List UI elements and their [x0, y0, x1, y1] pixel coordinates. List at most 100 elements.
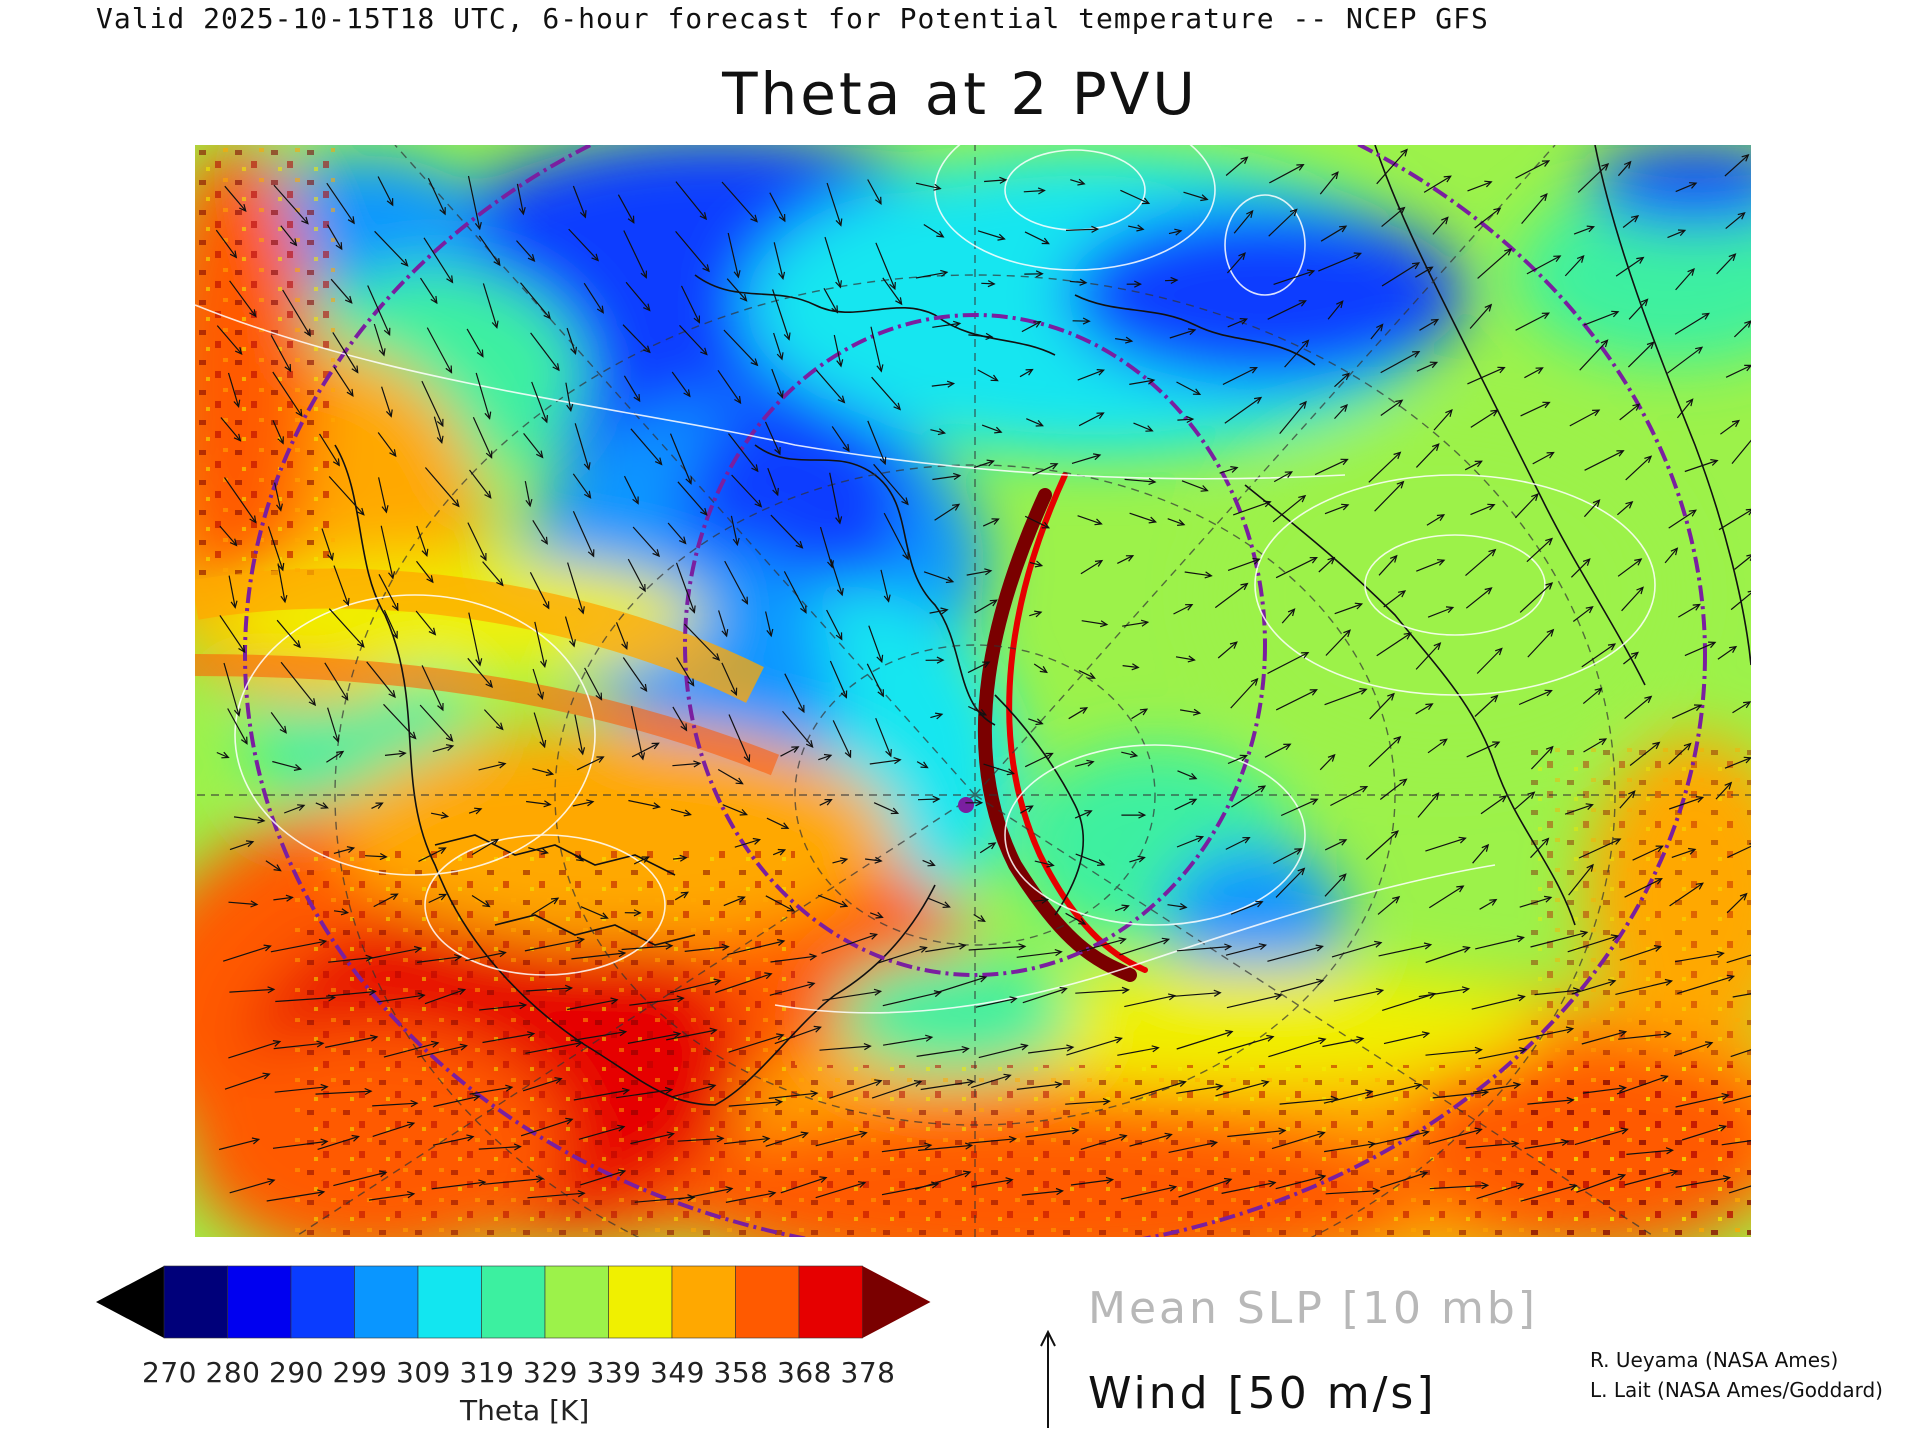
- wind-vector-head: [576, 854, 585, 862]
- wind-vector: [383, 703, 417, 739]
- wind-vector: [1527, 1099, 1574, 1105]
- wind-vector: [522, 1078, 562, 1092]
- wind-vector-head: [1618, 1029, 1628, 1037]
- wind-vector-head: [1693, 704, 1703, 711]
- colorbar-tick-label: 368: [777, 1356, 832, 1389]
- wind-vector-head: [498, 761, 507, 769]
- wind-vector: [1080, 560, 1103, 575]
- wind-vector-head: [1541, 160, 1551, 167]
- wind-vector: [871, 376, 901, 410]
- wind-vector-head: [1582, 558, 1591, 566]
- wind-vector: [1467, 181, 1492, 192]
- wind-vector-head: [774, 1098, 784, 1106]
- wind-vector: [1028, 718, 1043, 725]
- theta-colorbar: [96, 1262, 976, 1346]
- wind-vector: [573, 1089, 629, 1101]
- wind-vector: [978, 1044, 1028, 1059]
- wind-vector: [670, 1084, 716, 1098]
- wind-vector: [366, 661, 396, 698]
- wind-vector: [516, 183, 524, 215]
- colorbar-swatch: [354, 1265, 419, 1339]
- wind-vector: [829, 1080, 882, 1099]
- wind-vector-head: [1585, 803, 1594, 811]
- wind-vector-head: [1695, 796, 1705, 803]
- wind-vector: [1324, 1143, 1375, 1153]
- wind-vector: [1334, 603, 1363, 615]
- wind-vector: [1226, 994, 1282, 1009]
- wind-vector-head: [633, 909, 642, 917]
- wind-vector: [527, 1192, 585, 1199]
- wind-vector: [780, 746, 799, 757]
- wind-vector: [867, 179, 882, 205]
- wind-vector-head: [1131, 663, 1140, 671]
- wind-vector-head: [1511, 1140, 1520, 1148]
- wind-vector-head: [234, 347, 243, 355]
- wind-vector-head: [1625, 501, 1634, 509]
- wind-vector: [616, 1089, 672, 1099]
- wind-vector-head: [1692, 603, 1701, 611]
- wind-vector-head: [621, 1087, 631, 1095]
- wind-vector: [273, 1042, 324, 1050]
- wind-vector-head: [933, 990, 943, 998]
- wind-vector-head: [813, 1025, 822, 1033]
- wind-legend-label: Wind [50 m/s]: [1088, 1368, 1437, 1419]
- wind-vector-head: [1634, 558, 1643, 566]
- wind-vector-head: [883, 594, 891, 603]
- wind-vector-head: [1274, 992, 1283, 1000]
- wind-vector: [1730, 1049, 1751, 1058]
- wind-vector-head: [989, 599, 998, 607]
- wind-vector-head: [994, 426, 1003, 434]
- wind-vector: [482, 283, 498, 328]
- wind-vector: [1524, 1140, 1569, 1150]
- wind-vector-head: [687, 1194, 696, 1202]
- colorbar-swatch: [227, 1265, 292, 1339]
- wind-vector-head: [1209, 1140, 1219, 1148]
- wind-vector-head: [564, 984, 574, 992]
- wind-vector: [770, 514, 803, 549]
- wind-vector-head: [586, 799, 595, 807]
- wind-vector-head: [1546, 451, 1555, 459]
- wind-vector-head: [1630, 214, 1640, 223]
- wind-vector: [916, 761, 928, 769]
- wind-vector: [1472, 844, 1489, 864]
- wind-vector: [227, 708, 248, 744]
- wind-vector: [378, 477, 387, 513]
- wind-vector-head: [827, 560, 834, 569]
- wind-vector: [1074, 810, 1092, 819]
- wind-vector: [1178, 1178, 1232, 1198]
- wind-vector: [1077, 515, 1102, 525]
- wind-vector-head: [1006, 768, 1016, 776]
- wind-vector-head: [638, 752, 646, 761]
- wind-vector-head: [1327, 556, 1336, 565]
- wind-vector: [915, 1171, 971, 1190]
- wind-vector-head: [474, 221, 482, 231]
- wind-vector-head: [1041, 521, 1051, 529]
- wind-vector: [333, 847, 354, 854]
- wind-vector-head: [1393, 451, 1402, 460]
- wind-vector-head: [1746, 554, 1751, 561]
- wind-vector: [666, 1029, 717, 1041]
- wind-vector-head: [1542, 401, 1551, 409]
- wind-vector: [1233, 501, 1271, 516]
- wind-vector: [1417, 792, 1439, 818]
- wind-vector-head: [966, 1078, 976, 1086]
- wind-vector-head: [1318, 1037, 1327, 1045]
- wind-vector: [526, 987, 572, 992]
- wind-vector-head: [1392, 895, 1401, 904]
- wind-vector: [272, 371, 303, 417]
- wind-vector: [421, 380, 444, 427]
- wind-vector: [1532, 451, 1554, 465]
- colorbar-swatches: [96, 1265, 931, 1339]
- wind-vector-head: [1737, 212, 1746, 220]
- wind-vector-head: [407, 1191, 416, 1199]
- wind-vector-head: [618, 1029, 628, 1037]
- wind-vector-head: [1412, 350, 1421, 358]
- wind-vector-head: [1516, 1182, 1525, 1190]
- wind-vector-head: [1215, 1083, 1224, 1091]
- wind-vector: [524, 938, 584, 952]
- wind-vector: [915, 182, 941, 190]
- wind-vector-head: [346, 846, 356, 854]
- wind-vector: [1221, 1181, 1276, 1194]
- wind-vector-head: [400, 258, 409, 267]
- wind-vector-head: [1296, 164, 1305, 171]
